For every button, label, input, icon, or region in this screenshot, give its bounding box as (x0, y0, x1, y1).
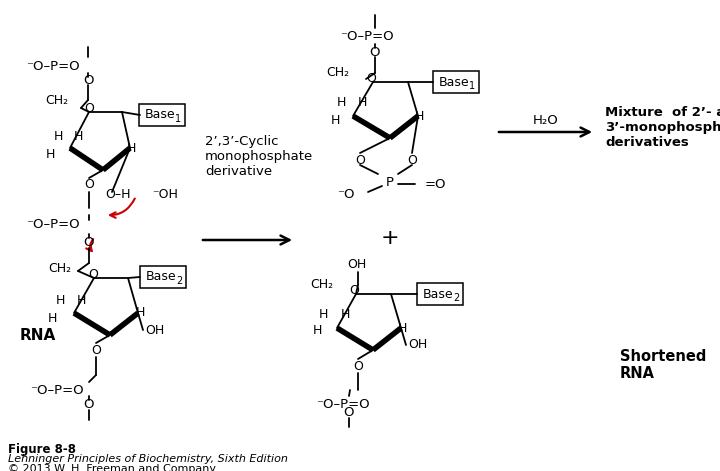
Text: O: O (83, 74, 94, 88)
Text: ⁻O: ⁻O (338, 187, 355, 201)
Text: H: H (135, 307, 145, 319)
Text: Base: Base (438, 75, 469, 89)
Text: ⁻O–P=O: ⁻O–P=O (340, 30, 394, 42)
Text: Base: Base (145, 108, 175, 122)
Text: H: H (76, 293, 86, 307)
Text: 2: 2 (176, 276, 182, 286)
Text: 2’,3’-Cyclic
monophosphate
derivative: 2’,3’-Cyclic monophosphate derivative (205, 135, 313, 178)
Text: ⁻OH: ⁻OH (152, 187, 178, 201)
Text: H: H (126, 141, 135, 154)
FancyBboxPatch shape (139, 104, 185, 126)
FancyBboxPatch shape (433, 71, 479, 93)
Text: O: O (84, 398, 94, 412)
FancyArrowPatch shape (86, 239, 93, 251)
Text: Figure 8-8: Figure 8-8 (8, 443, 76, 456)
Text: ⁻O–P=O: ⁻O–P=O (26, 219, 80, 232)
Text: OH: OH (408, 339, 427, 351)
Text: O: O (343, 406, 354, 419)
Text: H: H (357, 97, 366, 109)
Text: H: H (318, 309, 328, 322)
Text: H₂O: H₂O (533, 114, 559, 127)
Text: H: H (397, 322, 407, 334)
Text: Lehninger Principles of Biochemistry, Sixth Edition: Lehninger Principles of Biochemistry, Si… (8, 454, 288, 464)
Text: =O: =O (425, 178, 446, 190)
Text: Shortened
RNA: Shortened RNA (620, 349, 706, 381)
Text: O: O (349, 284, 359, 298)
Text: OH: OH (347, 259, 366, 271)
Text: H: H (73, 130, 83, 143)
Text: 1: 1 (469, 81, 475, 91)
Text: O: O (370, 46, 380, 58)
Text: O–H: O–H (105, 188, 131, 202)
Text: H: H (336, 97, 346, 109)
Text: OH: OH (145, 324, 164, 336)
Text: CH₂: CH₂ (310, 278, 333, 292)
Text: ⁻O–P=O: ⁻O–P=O (316, 398, 369, 411)
Text: 2: 2 (453, 293, 459, 303)
Text: O: O (353, 359, 363, 373)
Text: O: O (91, 343, 101, 357)
Text: H: H (341, 309, 350, 322)
Text: H: H (414, 109, 423, 122)
Text: ⁻O–P=O: ⁻O–P=O (26, 60, 80, 73)
Text: RNA: RNA (20, 327, 56, 342)
Text: Base: Base (423, 287, 454, 300)
Text: H: H (312, 324, 322, 336)
Text: H: H (330, 114, 340, 127)
Text: CH₂: CH₂ (48, 261, 71, 275)
Text: O: O (84, 236, 94, 250)
Text: H: H (53, 130, 63, 143)
Text: Mixture  of 2’- and
3’-monophosphate
derivatives: Mixture of 2’- and 3’-monophosphate deri… (605, 106, 720, 148)
Text: O: O (88, 268, 98, 282)
Text: H: H (55, 293, 65, 307)
Text: 1: 1 (175, 114, 181, 124)
Text: CH₂: CH₂ (45, 95, 68, 107)
Text: O: O (84, 103, 94, 115)
Text: Base: Base (145, 270, 176, 284)
Text: © 2013 W. H. Freeman and Company: © 2013 W. H. Freeman and Company (8, 464, 216, 471)
Text: P: P (386, 176, 394, 188)
Text: O: O (407, 154, 417, 167)
Text: O: O (84, 179, 94, 192)
Text: H: H (45, 148, 55, 162)
FancyArrowPatch shape (110, 198, 135, 218)
FancyBboxPatch shape (417, 283, 463, 305)
FancyBboxPatch shape (140, 266, 186, 288)
Text: CH₂: CH₂ (326, 66, 349, 80)
Text: O: O (366, 73, 376, 86)
Text: +: + (381, 228, 400, 248)
Text: ⁻O–P=O: ⁻O–P=O (30, 383, 84, 397)
Text: H: H (48, 311, 57, 325)
Text: O: O (355, 154, 365, 167)
